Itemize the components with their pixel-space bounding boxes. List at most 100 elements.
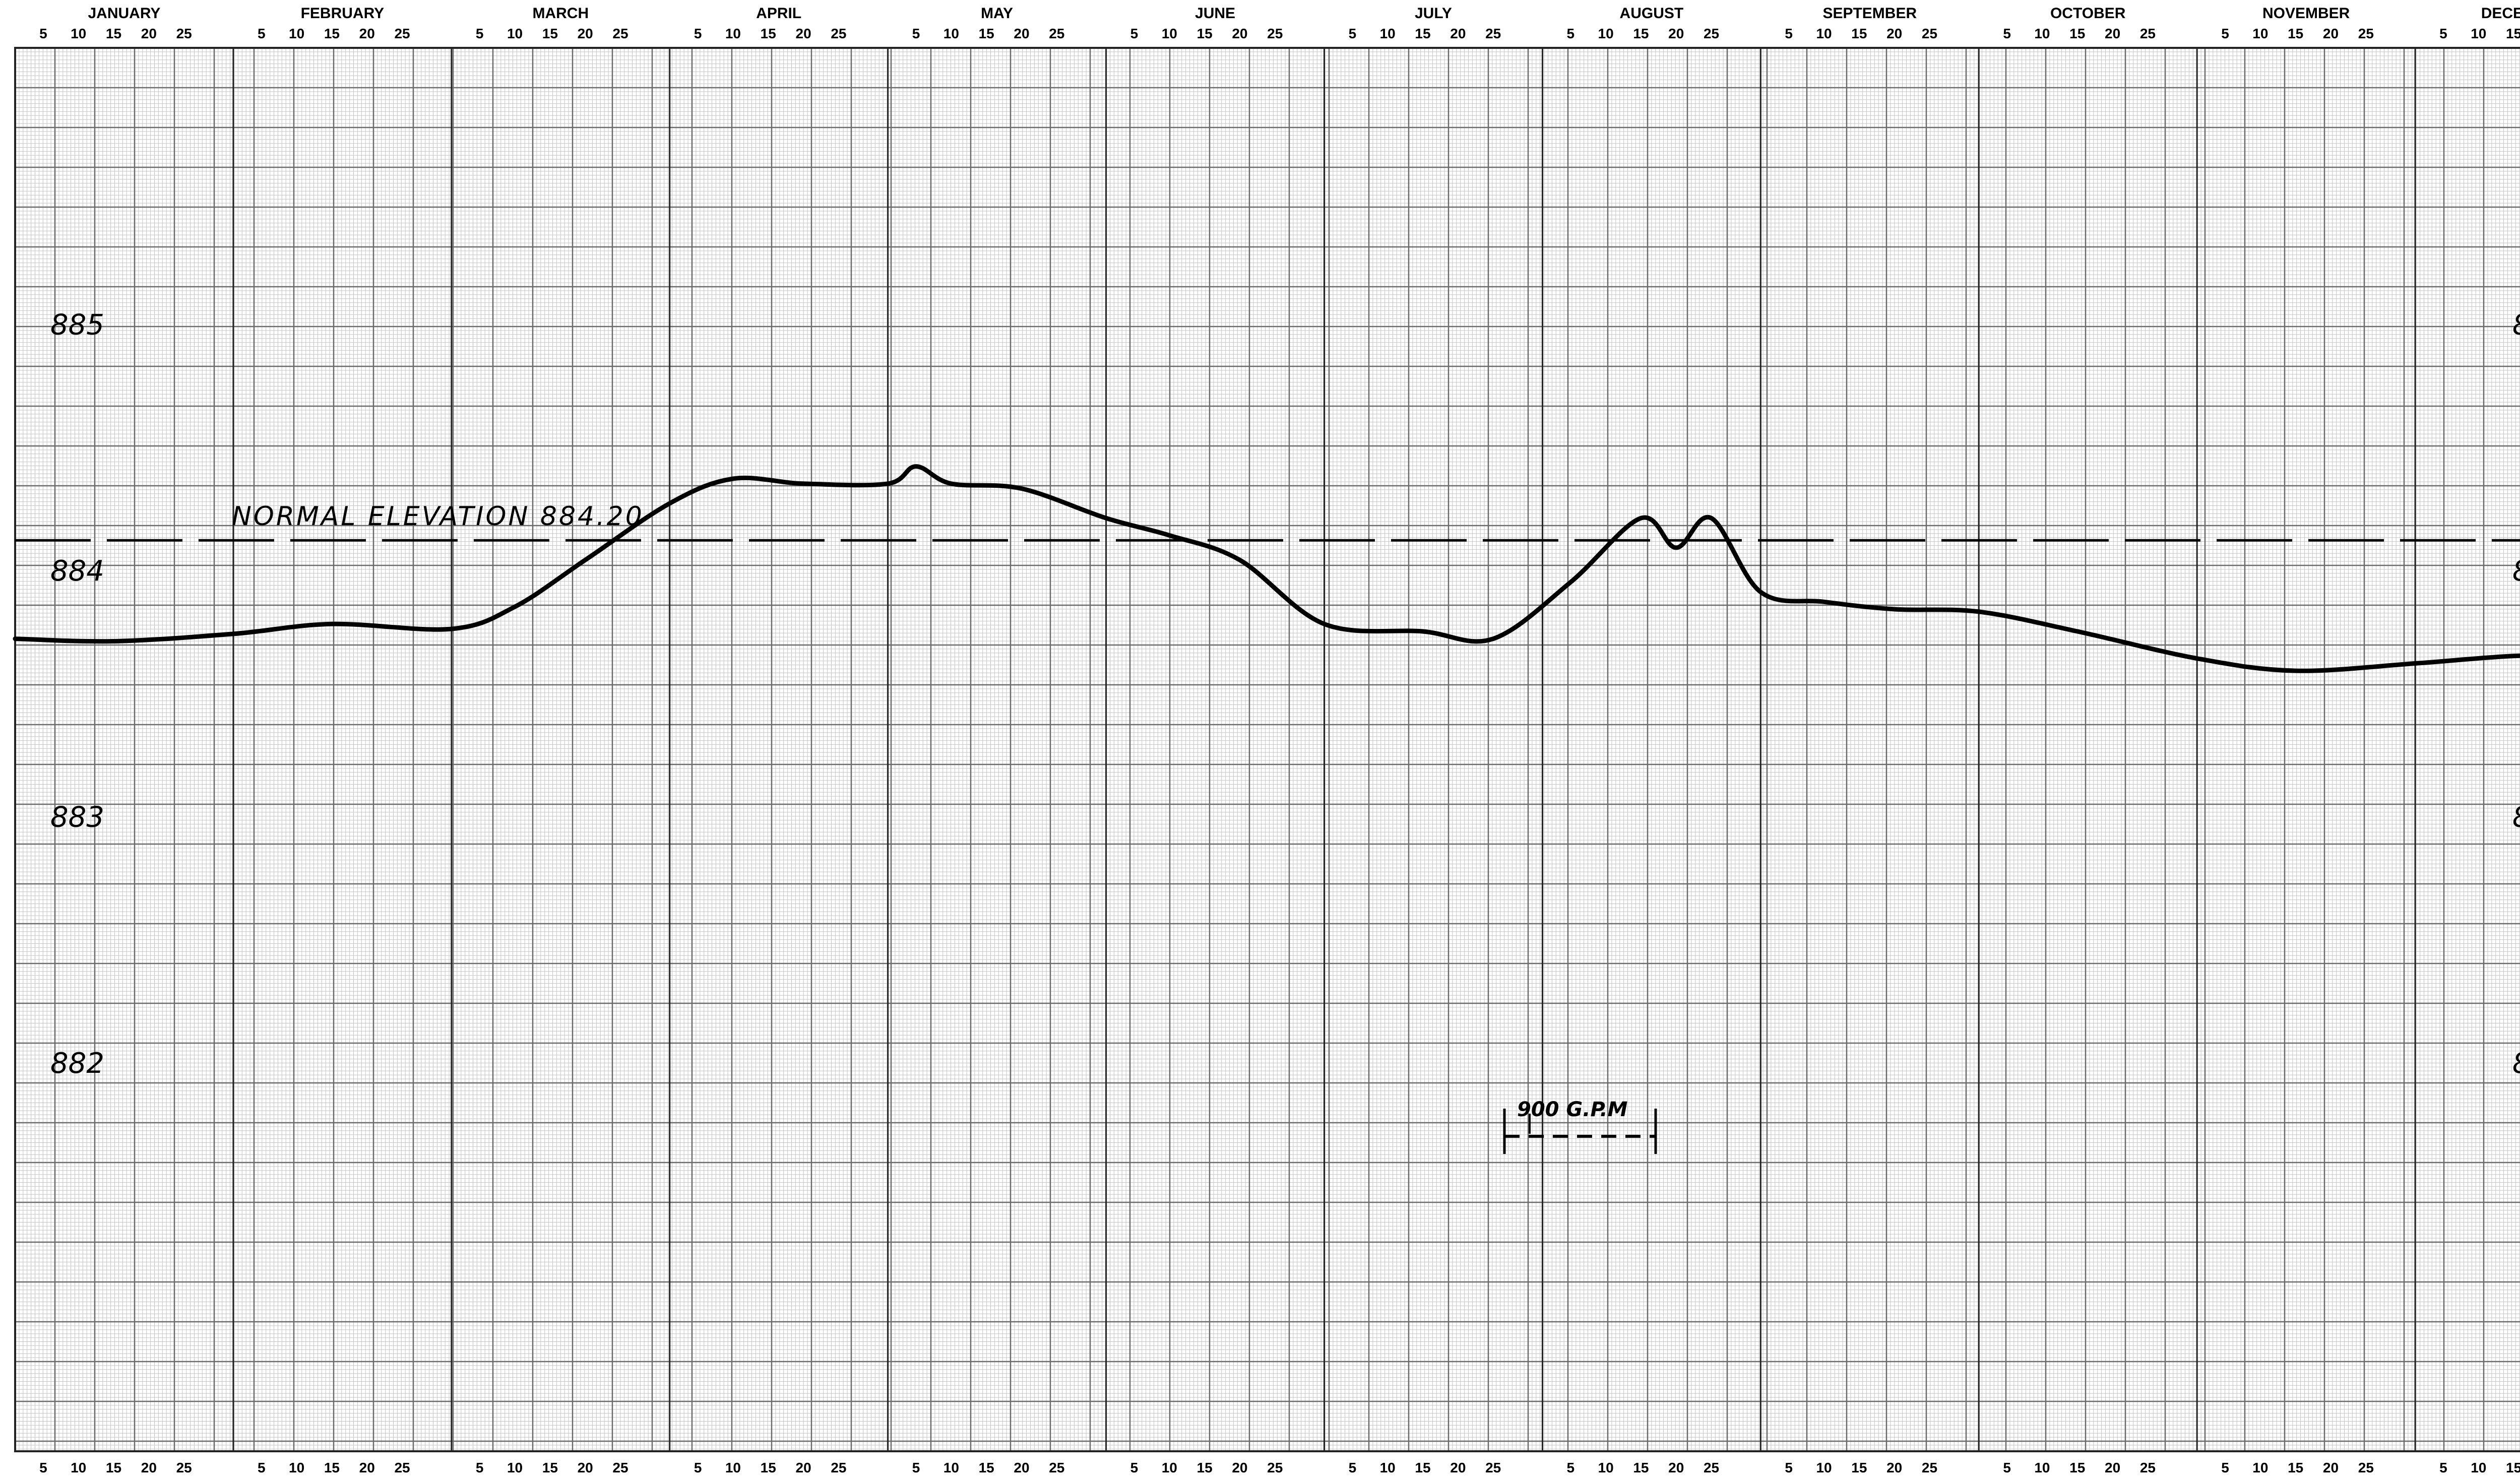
day-tick-label: 5 xyxy=(2439,26,2447,41)
day-tick-label: 10 xyxy=(725,26,741,41)
y-tick-label-left: 885 xyxy=(50,308,104,341)
day-tick-label: 25 xyxy=(831,26,846,41)
day-tick-label: 10 xyxy=(943,1460,959,1475)
day-tick-label: 5 xyxy=(2439,1460,2447,1475)
day-tick-label: 15 xyxy=(542,26,558,41)
gpm-scale-annotation: 900 G.P.M xyxy=(1503,1098,1657,1154)
elevation-series-line xyxy=(13,464,2520,673)
day-tick-label: 15 xyxy=(324,26,340,41)
day-tick-label: 10 xyxy=(725,1460,741,1475)
day-tick-label: 10 xyxy=(2034,26,2050,41)
day-tick-label: 15 xyxy=(761,26,776,41)
day-tick-label: 25 xyxy=(1704,26,1719,41)
month-label: FEBRUARY xyxy=(301,5,385,22)
day-tick-label: 25 xyxy=(2140,1460,2156,1475)
day-tick-label: 15 xyxy=(2069,26,2085,41)
day-tick-label: 10 xyxy=(2471,26,2486,41)
day-tick-label: 20 xyxy=(1450,1460,1466,1475)
month-label: JULY xyxy=(1415,5,1452,22)
day-tick-label: 25 xyxy=(831,1460,846,1475)
y-tick-label-left: 884 xyxy=(50,555,104,588)
day-tick-label: 10 xyxy=(1816,26,1832,41)
normal-elevation-label: NORMAL ELEVATION 884.20 xyxy=(232,501,644,532)
day-tick-label: 15 xyxy=(106,26,121,41)
day-tick-label: 10 xyxy=(1162,26,1177,41)
day-tick-label: 20 xyxy=(578,26,593,41)
plot-frame xyxy=(14,47,2520,1452)
day-tick-label: 10 xyxy=(943,26,959,41)
day-tick-label: 15 xyxy=(2506,26,2520,41)
day-tick-label: 25 xyxy=(1922,1460,1937,1475)
day-tick-label: 5 xyxy=(1130,1460,1139,1475)
day-tick-label: 20 xyxy=(1014,26,1029,41)
day-tick-label: 10 xyxy=(1380,1460,1396,1475)
day-tick-label: 10 xyxy=(71,26,86,41)
month-labels-top: JANUARY FEBRUARY MARCH APRIL MAY JUNE JULY AUGU… xyxy=(88,5,2520,22)
day-tick-label: 10 xyxy=(1598,1460,1614,1475)
day-tick-label: 10 xyxy=(1816,1460,1832,1475)
day-tick-label: 15 xyxy=(1415,26,1430,41)
y-tick-label-right: 884 xyxy=(2512,555,2520,588)
day-tick-label: 25 xyxy=(176,26,192,41)
gpm-label: 900 G.P.M xyxy=(1517,1098,1627,1121)
day-ticks-bottom: 5 10 15 20 25 5 10 15 20 25 5 10 15 20 25 5 10 15 20 25 5 10 1… xyxy=(39,1460,2520,1475)
day-tick-label: 20 xyxy=(141,1460,157,1475)
y-tick-label-left: 882 xyxy=(50,1047,104,1080)
day-tick-label: 25 xyxy=(1267,26,1283,41)
y-tick-label-right: 885 xyxy=(2512,308,2520,341)
day-tick-label: 10 xyxy=(289,26,304,41)
day-tick-label: 25 xyxy=(2140,26,2156,41)
day-tick-label: 25 xyxy=(1485,1460,1501,1475)
day-tick-label: 15 xyxy=(979,26,994,41)
day-tick-label: 5 xyxy=(2003,1460,2011,1475)
month-label: NOVEMBER xyxy=(2262,5,2350,22)
day-tick-label: 20 xyxy=(359,26,375,41)
day-tick-label: 25 xyxy=(1049,26,1064,41)
day-tick-label: 20 xyxy=(2323,26,2339,41)
day-tick-label: 15 xyxy=(1851,26,1867,41)
day-tick-label: 15 xyxy=(1197,26,1213,41)
day-tick-label: 10 xyxy=(2252,1460,2268,1475)
day-tick-label: 25 xyxy=(612,1460,628,1475)
day-tick-label: 10 xyxy=(2252,26,2268,41)
day-tick-label: 15 xyxy=(1633,26,1649,41)
day-tick-label: 15 xyxy=(2288,1460,2303,1475)
day-tick-label: 20 xyxy=(1232,26,1247,41)
day-tick-label: 15 xyxy=(1633,1460,1649,1475)
y-tick-label-left: 883 xyxy=(50,801,104,834)
month-label: MARCH xyxy=(532,5,589,22)
day-tick-label: 15 xyxy=(2288,26,2303,41)
day-tick-label: 5 xyxy=(1785,26,1793,41)
day-tick-label: 5 xyxy=(476,1460,484,1475)
day-tick-label: 25 xyxy=(612,26,628,41)
day-tick-label: 15 xyxy=(761,1460,776,1475)
month-label: OCTOBER xyxy=(2050,5,2126,22)
day-tick-label: 10 xyxy=(1598,26,1614,41)
day-tick-label: 25 xyxy=(176,1460,192,1475)
day-tick-label: 5 xyxy=(1566,1460,1574,1475)
day-tick-label: 20 xyxy=(1886,26,1902,41)
day-tick-label: 5 xyxy=(1349,1460,1357,1475)
month-label: DECEMBER xyxy=(2481,5,2520,22)
y-tick-label-right: 882 xyxy=(2512,1047,2520,1080)
y-tick-labels: 885 885 884 884 883 883 882 882 xyxy=(50,308,2520,1080)
day-tick-label: 25 xyxy=(1267,1460,1283,1475)
day-tick-label: 5 xyxy=(1130,26,1139,41)
day-tick-label: 10 xyxy=(289,1460,304,1475)
day-tick-label: 5 xyxy=(912,26,920,41)
day-tick-label: 5 xyxy=(1785,1460,1793,1475)
day-tick-label: 25 xyxy=(2358,26,2374,41)
day-tick-label: 20 xyxy=(1668,26,1684,41)
day-tick-label: 20 xyxy=(796,1460,811,1475)
day-tick-label: 25 xyxy=(2358,1460,2374,1475)
day-tick-label: 15 xyxy=(106,1460,121,1475)
day-tick-label: 5 xyxy=(2221,1460,2229,1475)
day-tick-label: 15 xyxy=(2506,1460,2520,1475)
day-tick-label: 15 xyxy=(1851,1460,1867,1475)
day-tick-label: 5 xyxy=(912,1460,920,1475)
day-tick-label: 10 xyxy=(507,26,523,41)
day-tick-label: 5 xyxy=(39,1460,47,1475)
day-tick-label: 15 xyxy=(324,1460,340,1475)
